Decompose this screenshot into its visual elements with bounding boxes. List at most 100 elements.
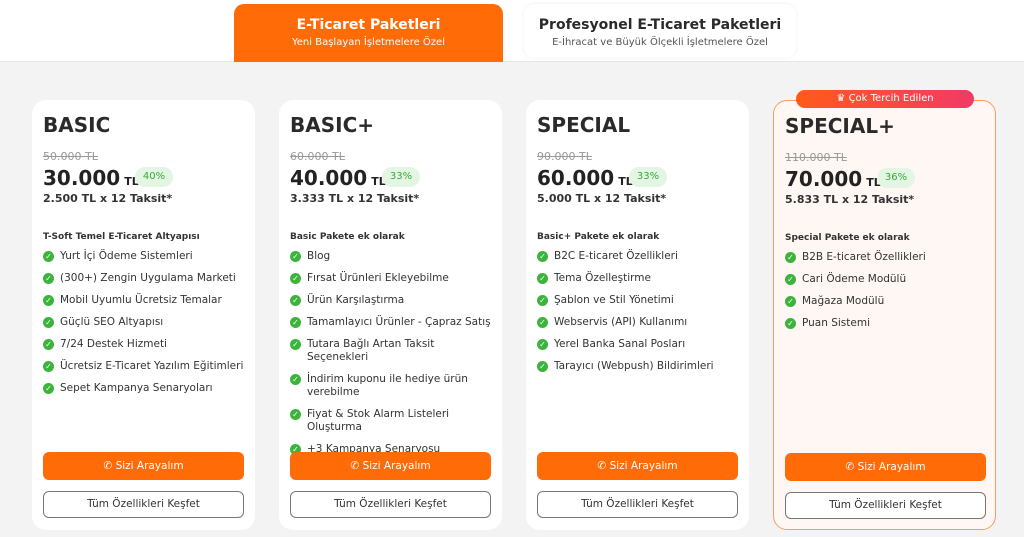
check-icon: ✓ bbox=[290, 409, 301, 420]
discount-badge: 33% bbox=[382, 167, 420, 187]
feature-label: Cari Ödeme Modülü bbox=[802, 273, 907, 285]
discount-badge: 36% bbox=[877, 168, 915, 188]
explore-features-button[interactable]: Tüm Özellikleri Keşfet bbox=[290, 491, 491, 518]
feature-label: Tarayıcı (Webpush) Bildirimleri bbox=[554, 360, 714, 372]
feature-item: ✓ Puan Sistemi bbox=[785, 317, 990, 330]
check-icon: ✓ bbox=[43, 383, 54, 394]
badge-label: Çok Tercih Edilen bbox=[848, 93, 934, 104]
feature-label: Güçlü SEO Altyapısı bbox=[60, 316, 164, 328]
package-tabs-bar: E-Ticaret Paketleri Yeni Başlayan İşletm… bbox=[0, 0, 1024, 62]
check-icon: ✓ bbox=[43, 361, 54, 372]
check-icon: ✓ bbox=[43, 339, 54, 350]
feature-item: ✓ Tamamlayıcı Ürünler - Çapraz Satış bbox=[290, 316, 495, 329]
check-icon: ✓ bbox=[43, 295, 54, 306]
feature-item: ✓ Webservis (API) Kullanımı bbox=[537, 316, 742, 329]
check-icon: ✓ bbox=[290, 273, 301, 284]
old-price: 50.000 TL bbox=[43, 150, 98, 163]
installment: 5.833 TL x 12 Taksit* bbox=[785, 193, 915, 206]
old-price: 110.000 TL bbox=[785, 151, 847, 164]
feature-item: ✓ Blog bbox=[290, 250, 495, 263]
feature-item: ✓ Yerel Banka Sanal Posları bbox=[537, 338, 742, 351]
call-me-button[interactable]: ✆ Sizi Arayalım bbox=[43, 452, 244, 480]
feature-item: ✓ Şablon ve Stil Yönetimi bbox=[537, 294, 742, 307]
phone-icon: ✆ bbox=[350, 460, 363, 472]
explore-features-button[interactable]: Tüm Özellikleri Keşfet bbox=[537, 491, 738, 518]
check-icon: ✓ bbox=[290, 339, 301, 350]
discount-badge: 33% bbox=[629, 167, 667, 187]
feature-label: Yurt İçi Ödeme Sistemleri bbox=[60, 250, 193, 262]
feature-item: ✓ Mağaza Modülü bbox=[785, 295, 990, 308]
feature-item: ✓ (300+) Zengin Uygulama Marketi bbox=[43, 272, 248, 285]
feature-item: ✓ Cari Ödeme Modülü bbox=[785, 273, 990, 286]
feature-section-title: Basic+ Pakete ek olarak bbox=[537, 232, 660, 242]
feature-section-title: T-Soft Temel E-Ticaret Altyapısı bbox=[43, 232, 200, 242]
feature-label: Mobil Uyumlu Ücretsiz Temalar bbox=[60, 294, 222, 306]
check-icon: ✓ bbox=[537, 317, 548, 328]
popular-badge: ♛ Çok Tercih Edilen bbox=[796, 90, 974, 108]
pricing-card-basic: BASIC 50.000 TL 30.000 TL 40% 2.500 TL x … bbox=[32, 100, 255, 530]
tab-profesyonel-e-ticaret-paketleri[interactable]: Profesyonel E-Ticaret Paketleri E-İhraca… bbox=[524, 4, 796, 58]
button-label: Sizi Arayalım bbox=[609, 460, 678, 472]
feature-item: ✓ Sepet Kampanya Senaryoları bbox=[43, 382, 248, 395]
explore-features-button[interactable]: Tüm Özellikleri Keşfet bbox=[43, 491, 244, 518]
button-label: Sizi Arayalım bbox=[115, 460, 184, 472]
check-icon: ✓ bbox=[785, 296, 796, 307]
feature-label: Tamamlayıcı Ürünler - Çapraz Satış bbox=[307, 316, 491, 328]
price: 70.000 TL bbox=[785, 167, 881, 191]
tab-title: Profesyonel E-Ticaret Paketleri bbox=[538, 17, 782, 33]
check-icon: ✓ bbox=[290, 444, 301, 455]
feature-label: Tema Özelleştirme bbox=[554, 272, 651, 284]
feature-item: ✓ Tutara Bağlı Artan Taksit Seçenekleri bbox=[290, 338, 495, 364]
feature-item: ✓ İndirim kuponu ile hediye ürün verebilm… bbox=[290, 373, 495, 399]
pricing-card-basic-plus: BASIC+ 60.000 TL 40.000 TL 33% 3.333 TL x… bbox=[279, 100, 502, 530]
discount-badge: 40% bbox=[135, 167, 173, 187]
feature-list: ✓ B2C E-ticaret Özellikleri ✓ Tema Özelleşt… bbox=[537, 250, 742, 382]
feature-label: Blog bbox=[307, 250, 331, 262]
price: 40.000 TL bbox=[290, 166, 386, 190]
plan-name: BASIC bbox=[43, 113, 111, 137]
tab-title: E-Ticaret Paketleri bbox=[296, 17, 441, 33]
check-icon: ✓ bbox=[537, 273, 548, 284]
old-price: 60.000 TL bbox=[290, 150, 345, 163]
feature-item: ✓ B2B E-ticaret Özellikleri bbox=[785, 251, 990, 264]
feature-item: ✓ B2C E-ticaret Özellikleri bbox=[537, 250, 742, 263]
feature-item: ✓ Ücretsiz E-Ticaret Yazılım Eğitimleri bbox=[43, 360, 248, 373]
check-icon: ✓ bbox=[537, 295, 548, 306]
call-me-button[interactable]: ✆ Sizi Arayalım bbox=[785, 453, 986, 481]
check-icon: ✓ bbox=[43, 273, 54, 284]
installment: 3.333 TL x 12 Taksit* bbox=[290, 192, 420, 205]
check-icon: ✓ bbox=[290, 317, 301, 328]
installment: 5.000 TL x 12 Taksit* bbox=[537, 192, 667, 205]
feature-label: Ürün Karşılaştırma bbox=[307, 294, 405, 306]
feature-section-title: Special Pakete ek olarak bbox=[785, 233, 910, 243]
feature-item: ✓ Tema Özelleştirme bbox=[537, 272, 742, 285]
feature-item: ✓ Fiyat & Stok Alarm Listeleri Oluşturma bbox=[290, 408, 495, 434]
price: 60.000 TL bbox=[537, 166, 633, 190]
plan-name: SPECIAL+ bbox=[785, 114, 895, 138]
feature-item: ✓ Fırsat Ürünleri Ekleyebilme bbox=[290, 272, 495, 285]
feature-label: İndirim kuponu ile hediye ürün verebilme bbox=[307, 373, 468, 398]
check-icon: ✓ bbox=[785, 274, 796, 285]
feature-label: Webservis (API) Kullanımı bbox=[554, 316, 688, 328]
plan-name: SPECIAL bbox=[537, 113, 631, 137]
feature-item: ✓ Ürün Karşılaştırma bbox=[290, 294, 495, 307]
check-icon: ✓ bbox=[537, 361, 548, 372]
check-icon: ✓ bbox=[290, 251, 301, 262]
check-icon: ✓ bbox=[290, 295, 301, 306]
feature-label: Fırsat Ürünleri Ekleyebilme bbox=[307, 272, 449, 284]
tab-e-ticaret-paketleri[interactable]: E-Ticaret Paketleri Yeni Başlayan İşletm… bbox=[234, 4, 503, 62]
feature-label: 7/24 Destek Hizmeti bbox=[60, 338, 167, 350]
price: 30.000 TL bbox=[43, 166, 139, 190]
button-label: Sizi Arayalım bbox=[857, 461, 926, 473]
explore-features-button[interactable]: Tüm Özellikleri Keşfet bbox=[785, 492, 986, 519]
tab-subtitle: E-İhracat ve Büyük Ölçekli İşletmelere Ö… bbox=[552, 37, 768, 48]
feature-label: Puan Sistemi bbox=[802, 317, 871, 329]
feature-label: Şablon ve Stil Yönetimi bbox=[554, 294, 674, 306]
check-icon: ✓ bbox=[785, 252, 796, 263]
price-value: 40.000 bbox=[290, 166, 368, 190]
call-me-button[interactable]: ✆ Sizi Arayalım bbox=[537, 452, 738, 480]
price-value: 30.000 bbox=[43, 166, 121, 190]
feature-item: ✓ 7/24 Destek Hizmeti bbox=[43, 338, 248, 351]
feature-label: Sepet Kampanya Senaryoları bbox=[60, 382, 213, 394]
call-me-button[interactable]: ✆ Sizi Arayalım bbox=[290, 452, 491, 480]
